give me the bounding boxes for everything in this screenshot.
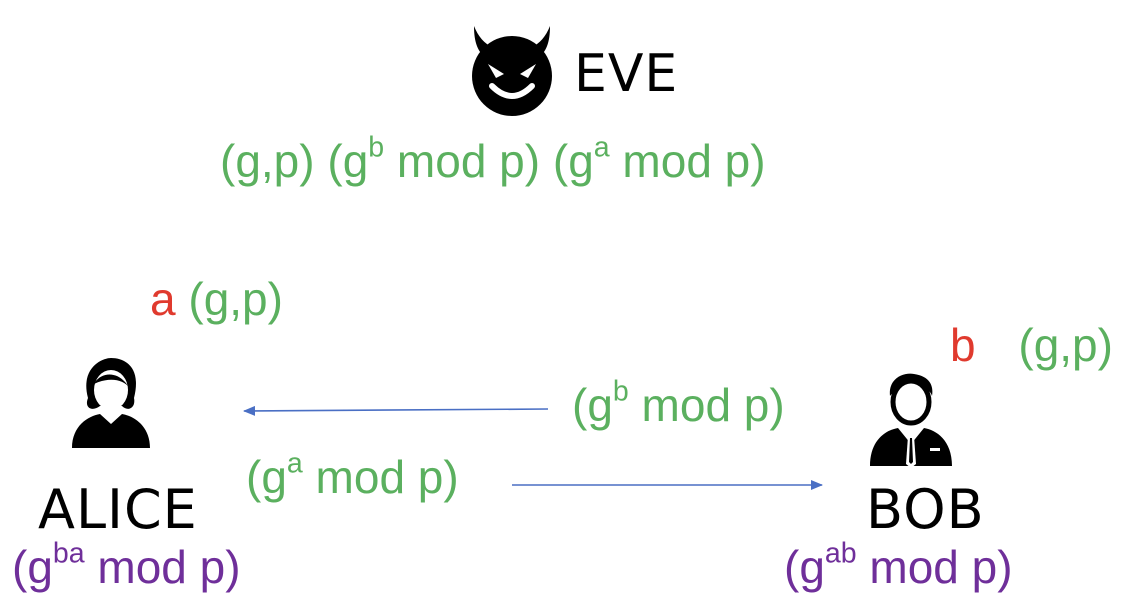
eve-known-params: (g,p) — [220, 135, 315, 187]
message-bob-to-alice: (gb mod p) — [572, 375, 785, 431]
alice-params: (g,p) — [188, 273, 283, 325]
message-alice-to-bob: (ga mod p) — [246, 447, 459, 503]
bob-params: (g,p) — [1018, 319, 1113, 371]
alice-secret: a — [150, 273, 176, 325]
woman-user-icon — [72, 358, 150, 448]
eve-known-values: (g,p) (gb mod p) (ga mod p) — [220, 131, 766, 188]
bob-label: BOB — [866, 478, 985, 541]
arrow-bob-to-alice — [243, 405, 549, 416]
devil-face-icon — [472, 26, 552, 116]
bob-secret: b — [950, 319, 976, 371]
bob-values: b (g,p) — [950, 318, 1113, 372]
alice-shared-key: (gba mod p) — [12, 537, 241, 593]
alice-label: ALICE — [38, 478, 198, 541]
bob-shared-key: (gab mod p) — [784, 537, 1013, 593]
eve-label: EVE — [574, 44, 679, 104]
alice-values: a (g,p) — [150, 272, 283, 326]
man-suit-user-icon — [870, 373, 952, 466]
eve-known-bob-public: (gb mod p) — [327, 131, 541, 187]
eve-known-alice-public: (ga mod p) — [552, 131, 766, 187]
